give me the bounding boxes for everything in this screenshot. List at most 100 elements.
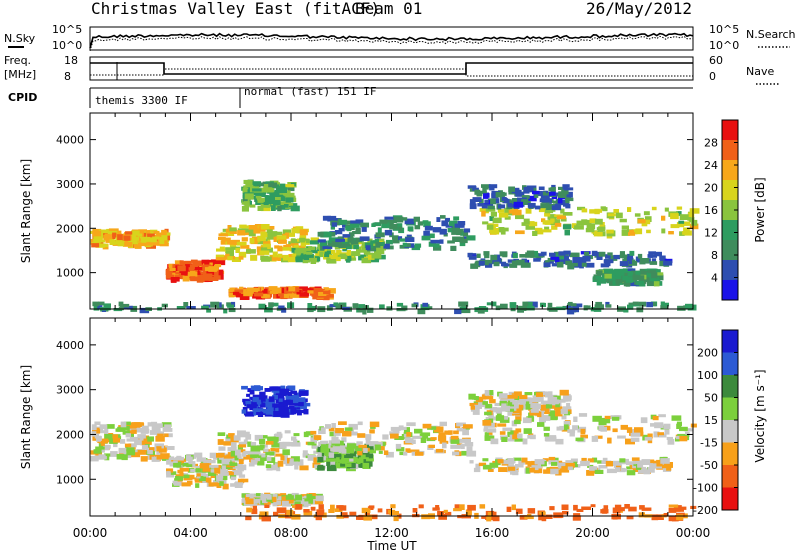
velocity-cell [302,498,311,504]
freq-unit-label: [MHz] [4,68,36,81]
velocity-cell [442,442,447,449]
velocity-cell [338,421,347,425]
velocity-cell [511,504,516,511]
velocity-cell [410,449,420,453]
velocity-cell [658,414,666,418]
velocity-cell [336,514,344,519]
velocity-cell [675,437,680,442]
velocity-cell [157,433,164,438]
velocity-cell [474,404,482,409]
power-cell [234,289,244,293]
power-cell [309,257,317,262]
velocity-cell [166,471,171,475]
velocity-cell [313,435,322,440]
colorbar-tick-label: 12 [704,227,718,240]
velocity-cell [324,454,332,461]
velocity-cell [537,422,545,427]
velocity-cell [237,453,242,458]
velocity-cell [506,506,512,512]
velocity-cell [529,467,535,473]
velocity-cell [289,458,294,463]
velocity-cell [462,429,469,436]
velocity-cell [280,493,287,498]
power-heatmap [90,179,700,315]
velocity-cell [325,424,331,429]
power-cell [127,305,133,310]
velocity-cell [540,404,550,411]
velocity-cell [456,427,466,432]
power-cell [328,237,339,242]
power-cell [477,307,485,314]
power-cell [676,211,682,216]
power-cell [453,216,460,221]
power-cell [526,195,537,202]
power-cell [484,199,489,204]
power-cell [300,254,306,260]
velocity-cell [592,415,602,422]
velocity-cell [310,437,317,444]
velocity-cell [606,425,611,431]
velocity-cell [538,514,545,521]
velocity-cell [151,425,161,432]
velocity-cell [544,391,550,398]
velocity-cell [232,463,243,469]
power-cell [607,213,616,217]
velocity-cell [531,460,536,465]
velocity-cell [454,504,460,510]
velocity-cell [291,514,301,520]
power-x-ticks [89,113,694,309]
velocity-cell [307,455,315,461]
velocity-cell [499,399,508,403]
velocity-cell [586,470,595,476]
power-cell [451,228,461,235]
power-cell [287,202,294,206]
power-cell [604,262,611,267]
freq-label: Freq. [4,54,31,67]
velocity-cell [147,450,153,455]
power-cell [522,301,529,307]
velocity-cell [555,403,560,408]
velocity-cell [266,456,272,462]
velocity-cell [484,432,489,438]
velocity-cell [331,439,340,444]
power-cell [538,253,545,257]
power-cell [295,256,302,261]
velocity-cell [92,427,101,434]
power-cell [228,289,238,293]
velocity-cell [341,437,347,443]
colorbar-tick-label: 4 [711,272,718,285]
velocity-cell [617,435,626,439]
velocity-cell [272,436,279,442]
power-cell [231,301,236,307]
velocity-cell [310,430,317,435]
power-cell [560,217,567,222]
velocity-cell [619,458,626,463]
velocity-cell [318,428,326,434]
velocity-cell [557,398,566,403]
power-cell [257,246,263,251]
power-cell [355,219,364,226]
power-cell [649,261,658,265]
velocity-cell [326,465,337,472]
power-cell [326,305,333,311]
power-cell [378,254,386,260]
velocity-cell [250,454,259,458]
power-cell [562,184,570,188]
velocity-cell [196,457,206,462]
velocity-cell [548,456,556,461]
velocity-cell [186,464,193,468]
power-cell [284,232,290,239]
velocity-cell [315,495,324,502]
power-cell [522,195,530,199]
velocity-cell [498,393,508,399]
power-cell [307,307,314,313]
velocity-cell [293,407,301,414]
power-cell [521,199,529,205]
velocity-cell [199,473,210,479]
power-cell [556,306,566,311]
velocity-cell [259,438,266,445]
power-cell [411,245,421,251]
velocity-cell [412,435,423,439]
velocity-cell [581,506,591,510]
velocity-cell [676,423,682,429]
